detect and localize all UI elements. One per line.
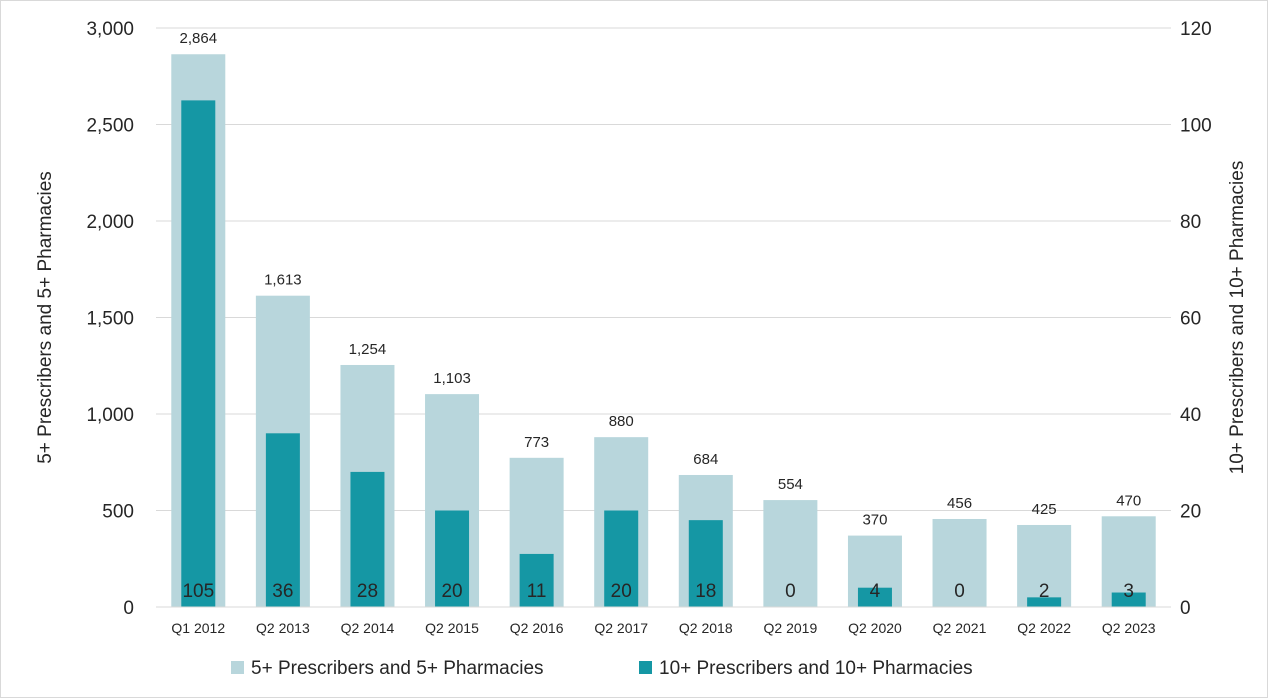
data-label-10plus: 105 bbox=[182, 581, 214, 602]
legend-swatch-10plus bbox=[639, 661, 652, 674]
data-label-5plus: 773 bbox=[524, 434, 549, 451]
data-label-10plus: 18 bbox=[695, 581, 716, 602]
data-label-10plus: 2 bbox=[1039, 581, 1050, 602]
bar-10plus bbox=[350, 471, 385, 607]
data-label-10plus: 20 bbox=[611, 581, 632, 602]
bar-5plus bbox=[763, 500, 818, 607]
bar-10plus bbox=[688, 520, 723, 607]
data-label-5plus: 554 bbox=[778, 476, 803, 493]
bar-5plus bbox=[1017, 524, 1072, 607]
legend-swatch-5plus bbox=[231, 661, 244, 674]
right-axis-tick-label: 120 bbox=[1180, 19, 1212, 40]
left-axis-tick-label: 2,000 bbox=[86, 212, 134, 233]
left-axis-tick-label: 1,500 bbox=[86, 309, 134, 330]
bar-10plus bbox=[435, 510, 470, 607]
left-axis-tick-label: 2,500 bbox=[86, 116, 134, 137]
left-axis-tick-label: 500 bbox=[102, 502, 134, 523]
bar-5plus bbox=[1101, 516, 1156, 607]
data-label-5plus: 2,864 bbox=[180, 30, 218, 47]
x-axis-tick-label: Q2 2014 bbox=[341, 620, 395, 636]
right-axis-tick-label: 40 bbox=[1180, 405, 1201, 426]
x-axis-tick-label: Q2 2015 bbox=[425, 620, 479, 636]
data-label-10plus: 11 bbox=[527, 581, 547, 602]
left-axis-tick-label: 3,000 bbox=[86, 19, 134, 40]
right-axis-tick-label: 60 bbox=[1180, 309, 1201, 330]
data-label-5plus: 456 bbox=[947, 495, 972, 512]
left-axis-tick-label: 1,000 bbox=[86, 405, 134, 426]
bar-10plus bbox=[604, 510, 639, 607]
x-axis-tick-label: Q2 2018 bbox=[679, 620, 733, 636]
data-label-10plus: 20 bbox=[441, 581, 462, 602]
bar-10plus bbox=[1111, 592, 1146, 607]
bar-10plus bbox=[265, 433, 300, 607]
x-axis-tick-label: Q2 2022 bbox=[1017, 620, 1071, 636]
data-label-5plus: 425 bbox=[1032, 501, 1057, 518]
data-label-10plus: 0 bbox=[954, 581, 965, 602]
data-label-5plus: 470 bbox=[1116, 492, 1141, 509]
x-axis-tick-label: Q1 2012 bbox=[171, 620, 225, 636]
data-label-5plus: 1,254 bbox=[349, 341, 387, 358]
x-axis-tick-label: Q2 2019 bbox=[764, 620, 818, 636]
x-axis-tick-label: Q2 2023 bbox=[1102, 620, 1156, 636]
data-label-5plus: 684 bbox=[693, 451, 718, 468]
bar-10plus bbox=[857, 587, 892, 607]
right-axis-tick-label: 0 bbox=[1180, 598, 1191, 619]
bar-10plus bbox=[1027, 597, 1062, 607]
data-label-10plus: 36 bbox=[272, 581, 293, 602]
right-axis-tick-label: 20 bbox=[1180, 502, 1201, 523]
data-label-5plus: 1,103 bbox=[433, 370, 471, 387]
data-label-10plus: 3 bbox=[1123, 581, 1134, 602]
left-axis-title: 5+ Prescribers and 5+ Pharmacies bbox=[35, 171, 56, 464]
x-axis-tick-label: Q2 2021 bbox=[933, 620, 987, 636]
data-label-10plus: 0 bbox=[785, 581, 796, 602]
data-label-5plus: 370 bbox=[862, 512, 887, 529]
bar-10plus bbox=[181, 100, 216, 607]
legend-label-5plus: 5+ Prescribers and 5+ Pharmacies bbox=[251, 658, 544, 679]
legend-label-10plus: 10+ Prescribers and 10+ Pharmacies bbox=[659, 658, 973, 679]
x-axis-tick-label: Q2 2016 bbox=[510, 620, 564, 636]
data-label-5plus: 1,613 bbox=[264, 272, 302, 289]
right-axis-title: 10+ Prescribers and 10+ Pharmacies bbox=[1227, 161, 1248, 475]
right-axis-tick-label: 100 bbox=[1180, 116, 1212, 137]
data-label-10plus: 4 bbox=[870, 581, 881, 602]
x-axis-tick-label: Q2 2017 bbox=[594, 620, 648, 636]
left-axis-tick-label: 0 bbox=[123, 598, 134, 619]
x-axis-tick-label: Q2 2013 bbox=[256, 620, 310, 636]
bar-5plus bbox=[932, 518, 987, 607]
right-axis-tick-label: 80 bbox=[1180, 212, 1201, 233]
data-label-5plus: 880 bbox=[609, 413, 634, 430]
bar-10plus bbox=[519, 553, 554, 607]
data-label-10plus: 28 bbox=[357, 581, 378, 602]
x-axis-tick-label: Q2 2020 bbox=[848, 620, 902, 636]
